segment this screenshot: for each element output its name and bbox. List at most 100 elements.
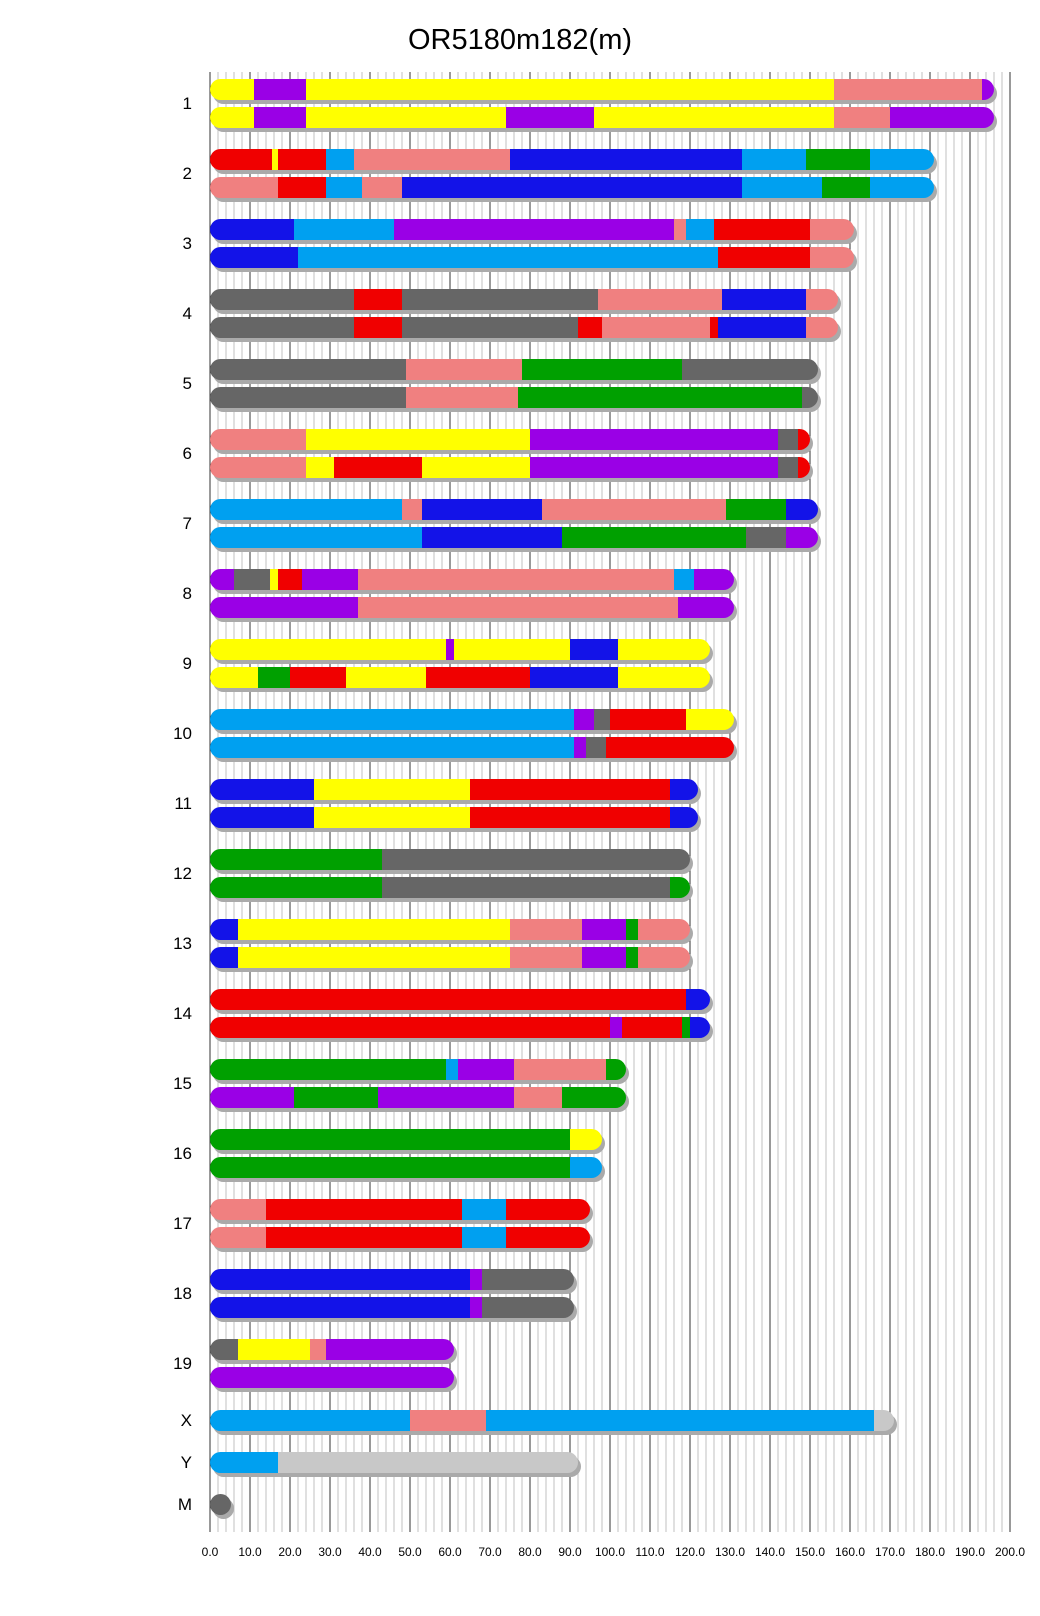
haplotype-segment-lightblue [326, 149, 354, 170]
chromosome-label-17: 17 [173, 1214, 192, 1233]
haplotype-segment-purple [210, 1087, 294, 1108]
chromosome-group-8: 8 [183, 569, 737, 622]
haplotype-segment-blue [422, 499, 542, 520]
haplotype-segment-yellow [306, 457, 334, 478]
chromosome-label-2: 2 [183, 164, 192, 183]
haplotype-segment-purple [574, 709, 594, 730]
haplotype-segment-purple [394, 219, 674, 240]
haplotype-segment-yellow [594, 107, 834, 128]
haplotype-segment-blue [690, 1017, 710, 1038]
haplotype-segment-blue [686, 989, 710, 1010]
haplotype-segment-yellow [618, 667, 710, 688]
chromosome-group-18: 18 [173, 1269, 577, 1322]
haplotype-segment-green [806, 149, 870, 170]
haplotype-segment-red [334, 457, 422, 478]
haplotype-segment-purple [786, 527, 818, 548]
haplotype-segment-red [426, 667, 530, 688]
haplotype-segment-yellow [238, 919, 510, 940]
haplotype-segment-blue [210, 1297, 470, 1318]
x-axis-tick-label: 20.0 [278, 1545, 302, 1559]
haplotype-segment-gray [382, 849, 690, 870]
chromosome-bar-8-2 [210, 597, 734, 618]
chromosome-bar-7-2 [210, 527, 818, 548]
haplotype-segment-blue [670, 807, 698, 828]
chromosome-bar-9-1 [210, 639, 710, 660]
haplotype-segment-green [210, 877, 382, 898]
chromosome-bar-12-2 [210, 877, 690, 898]
haplotype-segment-gray [234, 569, 270, 590]
chromosome-bar-3-1 [210, 219, 854, 240]
haplotype-segment-yellow [210, 639, 446, 660]
chromosome-bar-14-2 [210, 1017, 710, 1038]
haplotype-segment-blue [510, 149, 742, 170]
chromosome-bar-18-2 [210, 1297, 574, 1318]
haplotype-segment-pink [210, 177, 278, 198]
chromosome-label-9: 9 [183, 654, 192, 673]
haplotype-segment-blue [210, 779, 314, 800]
haplotype-segment-lightblue [210, 737, 574, 758]
chromosome-label-1: 1 [183, 94, 192, 113]
haplotype-segment-pink [674, 219, 686, 240]
haplotype-segment-red [610, 709, 686, 730]
haplotype-segment-pink [358, 597, 678, 618]
haplotype-segment-red [210, 989, 686, 1010]
haplotype-segment-lightblue [210, 527, 422, 548]
haplotype-segment-red [210, 149, 272, 170]
haplotype-segment-red [710, 317, 718, 338]
haplotype-segment-lightblue [486, 1410, 874, 1431]
chromosome-group-3: 3 [183, 219, 857, 272]
haplotype-segment-yellow [618, 639, 710, 660]
haplotype-segment-blue [718, 317, 806, 338]
haplotype-segment-yellow [346, 667, 426, 688]
haplotype-segment-green [726, 499, 786, 520]
haplotype-segment-lightblue [462, 1227, 506, 1248]
haplotype-segment-gray [482, 1269, 574, 1290]
haplotype-segment-gray [802, 387, 818, 408]
haplotype-segment-purple [582, 947, 626, 968]
chromosome-label-7: 7 [183, 514, 192, 533]
haplotype-segment-pink [354, 149, 510, 170]
haplotype-segment-gray [382, 877, 670, 898]
chromosome-group-1: 1 [183, 79, 997, 132]
haplotype-segment-blue [422, 527, 562, 548]
haplotype-segment-red [714, 219, 810, 240]
haplotype-segment-green [210, 1157, 570, 1178]
chromosome-bar-4-1 [210, 289, 838, 310]
haplotype-segment-lightblue [870, 149, 934, 170]
haplotype-segment-pink [514, 1087, 562, 1108]
haplotype-segment-gray [402, 289, 598, 310]
haplotype-segment-lightgray [278, 1452, 578, 1473]
chromosome-bar-8-1 [210, 569, 734, 590]
haplotype-segment-red [798, 457, 810, 478]
chromosome-bar-5-1 [210, 359, 818, 380]
haplotype-segment-pink [358, 569, 674, 590]
x-axis-tick-label: 180.0 [915, 1545, 945, 1559]
haplotype-segment-red [354, 289, 402, 310]
chromosome-group-6: 6 [183, 429, 813, 482]
chromosome-group-M: M [178, 1494, 234, 1519]
x-axis-tick-label: 30.0 [318, 1545, 342, 1559]
x-axis-tick-label: 150.0 [795, 1545, 825, 1559]
chromosome-bar-3-2 [210, 247, 854, 268]
haplotype-segment-purple [470, 1269, 482, 1290]
haplotype-segment-yellow [306, 107, 506, 128]
haplotype-segment-yellow [314, 807, 470, 828]
haplotype-segment-red [266, 1227, 462, 1248]
haplotype-segment-pink [638, 919, 690, 940]
haplotype-segment-pink [362, 177, 402, 198]
chromosome-group-7: 7 [183, 499, 821, 552]
chromosome-bar-16-2 [210, 1157, 602, 1178]
chromosome-bar-11-1 [210, 779, 698, 800]
haplotype-segment-purple [890, 107, 994, 128]
chromosome-bar-9-2 [210, 667, 710, 688]
haplotype-segment-purple [210, 597, 358, 618]
haplotype-segment-pink [402, 499, 422, 520]
haplotype-segment-purple [530, 429, 778, 450]
x-axis-tick-label: 80.0 [518, 1545, 542, 1559]
x-axis-tick-label: 110.0 [635, 1545, 664, 1559]
haplotype-segment-yellow [210, 107, 254, 128]
haplotype-segment-yellow [272, 149, 278, 170]
haplotype-segment-lightblue [210, 1410, 410, 1431]
haplotype-segment-green [258, 667, 290, 688]
